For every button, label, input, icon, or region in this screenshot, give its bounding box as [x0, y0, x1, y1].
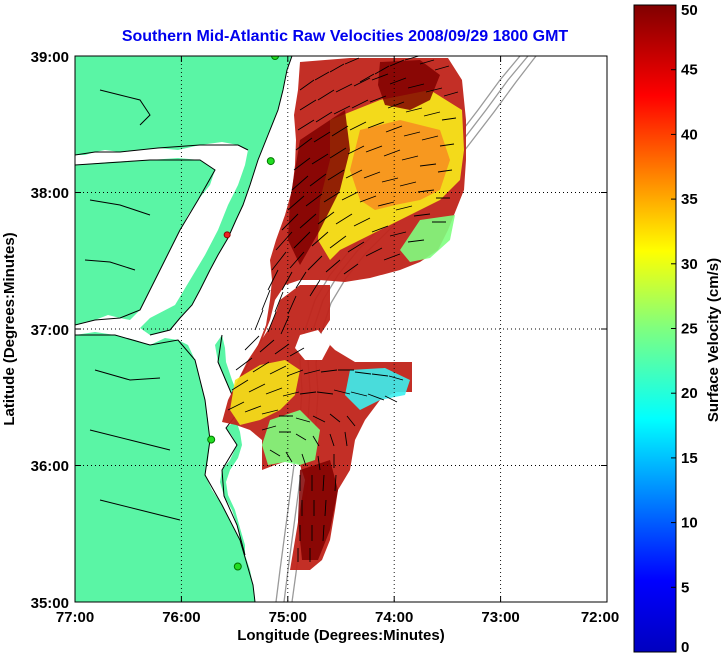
y-tick-label: 38:00	[31, 185, 69, 202]
colorbar-tick-label: 10	[681, 515, 698, 532]
station-marker-green	[271, 56, 280, 60]
coastline	[75, 56, 293, 602]
colorbar-tick-label: 25	[681, 321, 698, 338]
x-tick-labels: 77:00 76:00 75:00 74:00 73:00 72:00	[56, 609, 619, 626]
x-axis-label: Longitude (Degrees:Minutes)	[237, 627, 445, 644]
colorbar-tick-label: 20	[681, 385, 698, 402]
colorbar-ticks: 0 5 10 15 20 25 30 35 40 45 50	[671, 2, 698, 656]
x-tick-label: 74:00	[375, 609, 413, 626]
colorbar-tick-label: 30	[681, 256, 698, 273]
colorbar-tick-label: 35	[681, 191, 698, 208]
y-tick-labels: 35:00 36:00 37:00 38:00 39:00	[31, 49, 69, 612]
velocity-arrows	[227, 56, 459, 562]
colorbar-tick-label: 45	[681, 62, 698, 79]
colorbar-tick-label: 0	[681, 639, 689, 656]
colorbar-tick-label: 15	[681, 450, 698, 467]
velocity-field	[222, 56, 466, 570]
colorbar: 0 5 10 15 20 25 30 35 40 45 50 Surface Velocity (c…	[633, 2, 722, 656]
x-tick-label: 72:00	[581, 609, 619, 626]
land-mass	[75, 56, 292, 602]
station-marker-green	[266, 157, 275, 166]
station-marker-green	[207, 435, 216, 444]
y-tick-label: 35:00	[31, 595, 69, 612]
colorbar-label: Surface Velocity (cm/s)	[705, 258, 722, 422]
station-markers	[207, 56, 280, 571]
x-tick-label: 73:00	[481, 609, 519, 626]
y-tick-label: 39:00	[31, 49, 69, 66]
colorbar-tick-label: 40	[681, 126, 698, 143]
y-tick-label: 36:00	[31, 458, 69, 475]
tick-marks	[75, 56, 607, 602]
x-tick-label: 75:00	[269, 609, 307, 626]
x-tick-label: 77:00	[56, 609, 94, 626]
x-tick-label: 76:00	[162, 609, 200, 626]
colorbar-tick-label: 5	[681, 579, 689, 596]
station-marker-red	[223, 231, 231, 239]
colorbar-gradient	[633, 4, 677, 653]
station-marker-green	[233, 562, 242, 571]
plot-title: Southern Mid-Atlantic Raw Velocities 200…	[122, 28, 569, 45]
grid-lines	[75, 56, 607, 602]
y-tick-label: 37:00	[31, 322, 69, 339]
colorbar-tick-label: 50	[681, 2, 698, 19]
y-axis-label: Latitude (Degrees:Minutes)	[1, 232, 18, 425]
